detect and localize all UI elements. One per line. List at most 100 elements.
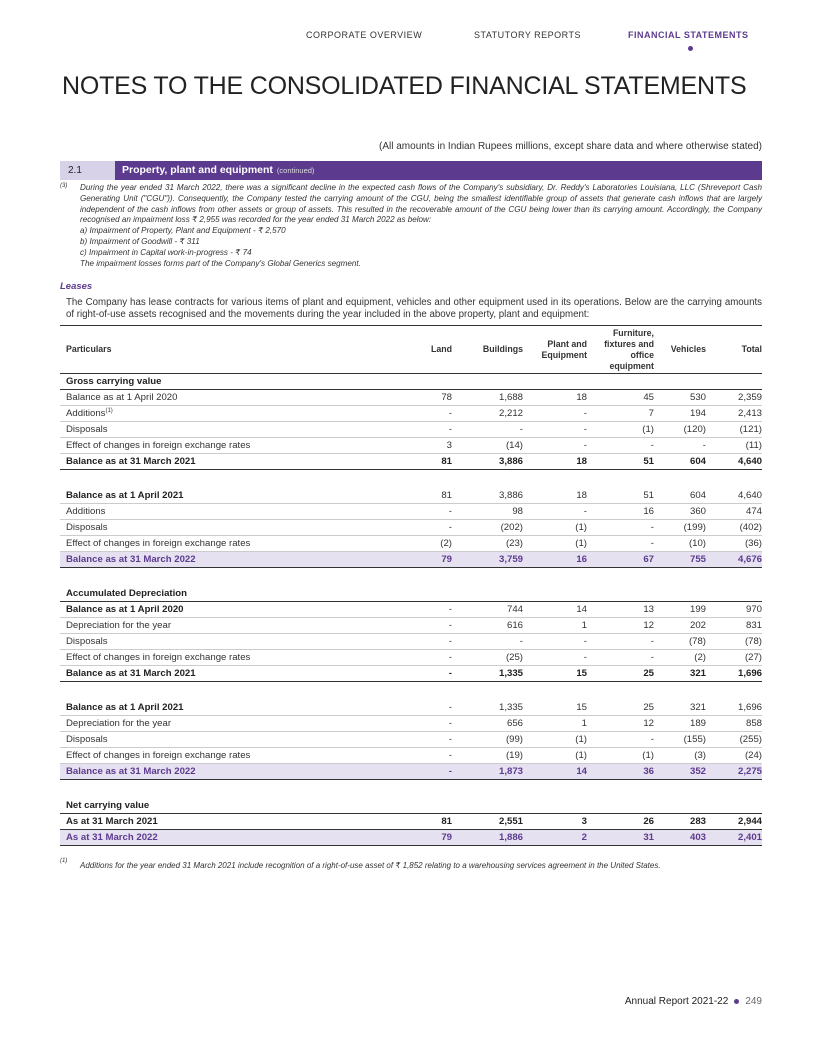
row-label-text: Additions bbox=[66, 506, 106, 517]
cell: 656 bbox=[452, 715, 523, 732]
cell: 98 bbox=[452, 503, 523, 520]
cell: - bbox=[400, 649, 452, 666]
cell: - bbox=[400, 700, 452, 716]
page-number: 249 bbox=[745, 996, 762, 1007]
cell: (10) bbox=[654, 535, 706, 552]
cell: 4,640 bbox=[706, 453, 762, 470]
cell: 18 bbox=[523, 488, 587, 504]
table-row: Depreciation for the year -656 1 12 189 858 bbox=[60, 715, 762, 732]
row-label: Disposals bbox=[60, 633, 400, 650]
cell: - bbox=[400, 617, 452, 634]
cell: 15 bbox=[523, 700, 587, 716]
cell: (1) bbox=[523, 519, 587, 536]
row-label: Balance as at 1 April 2021 bbox=[60, 700, 400, 716]
row-label: Disposals bbox=[60, 421, 400, 438]
table-row: Balance as at 1 April 2021 81 3,886 18 51 604… bbox=[60, 488, 762, 504]
table-row: Effect of changes in foreign exchange ra… bbox=[60, 437, 762, 454]
spacer-row bbox=[60, 470, 762, 489]
cell: 78 bbox=[400, 389, 452, 406]
footer-text: Annual Report 2021-22 bbox=[624, 996, 729, 1007]
cell: (1) bbox=[523, 747, 587, 764]
cell: (36) bbox=[706, 535, 762, 552]
nav-item[interactable]: CORPORATE OVERVIEW bbox=[306, 30, 423, 40]
row-label-text: Effect of changes in foreign exchange ra… bbox=[66, 440, 251, 451]
row-label: Additions(1) bbox=[60, 405, 400, 422]
cell: 744 bbox=[452, 601, 523, 618]
row-label-text: Balance as at 31 March 2021 bbox=[66, 456, 196, 467]
cell: (2) bbox=[400, 535, 452, 552]
row-label-text: Disposals bbox=[66, 522, 108, 533]
cell: 1,886 bbox=[452, 829, 523, 846]
cell: 2,212 bbox=[452, 405, 523, 422]
cell: (121) bbox=[706, 421, 762, 438]
cell: 1,873 bbox=[452, 763, 523, 780]
spacer bbox=[60, 780, 762, 799]
cell: 18 bbox=[523, 453, 587, 470]
cell: - bbox=[400, 519, 452, 536]
cell: (120) bbox=[654, 421, 706, 438]
cell: (402) bbox=[706, 519, 762, 536]
cell: 16 bbox=[587, 503, 654, 520]
cell: - bbox=[400, 405, 452, 422]
cell: 25 bbox=[587, 700, 654, 716]
leases-heading: Leases bbox=[60, 281, 93, 292]
cell: 360 bbox=[654, 503, 706, 520]
group-heading-row: Gross carrying value bbox=[60, 373, 762, 390]
cell: 51 bbox=[587, 453, 654, 470]
row-label-text: Balance as at 1 April 2021 bbox=[66, 702, 184, 713]
cell: - bbox=[587, 535, 654, 552]
row-label: As at 31 March 2022 bbox=[60, 829, 400, 846]
table-row: Balance as at 31 March 2021 81 3,886 18 51 60… bbox=[60, 453, 762, 470]
cell: 194 bbox=[654, 405, 706, 422]
table-row: As at 31 March 2021 81 2,551 3 26 283 2,944 bbox=[60, 813, 762, 830]
cell: 7 bbox=[587, 405, 654, 422]
cell: 14 bbox=[523, 601, 587, 618]
cell: - bbox=[400, 503, 452, 520]
cell: 12 bbox=[587, 617, 654, 634]
group-heading: Net carrying value bbox=[60, 798, 762, 814]
leases-text: The Company has lease contracts for vari… bbox=[66, 297, 762, 320]
cell: (78) bbox=[654, 633, 706, 650]
cell: - bbox=[400, 763, 452, 780]
cell: 1,688 bbox=[452, 389, 523, 406]
cell: (25) bbox=[452, 649, 523, 666]
cell: - bbox=[400, 715, 452, 732]
table-row: Additions(1) -2,212-7 194 2,413 bbox=[60, 405, 762, 422]
cell: 403 bbox=[654, 829, 706, 846]
table-row: Additions -98-16 360 474 bbox=[60, 503, 762, 520]
cell: (1) bbox=[523, 731, 587, 748]
cell: 831 bbox=[706, 617, 762, 634]
row-label-text: Disposals bbox=[66, 424, 108, 435]
nav-item[interactable]: STATUTORY REPORTS bbox=[474, 30, 582, 40]
cell: 45 bbox=[587, 389, 654, 406]
table-row: Effect of changes in foreign exchange ra… bbox=[60, 747, 762, 764]
nav-item[interactable]: FINANCIAL STATEMENTS bbox=[628, 30, 749, 40]
cell: 3,759 bbox=[452, 551, 523, 568]
cell: - bbox=[587, 649, 654, 666]
cell: (1) bbox=[587, 747, 654, 764]
cell: - bbox=[400, 747, 452, 764]
row-label-text: As at 31 March 2022 bbox=[66, 832, 158, 843]
cell: 755 bbox=[654, 551, 706, 568]
row-label: Balance as at 31 March 2021 bbox=[60, 453, 400, 470]
row-label: Effect of changes in foreign exchange ra… bbox=[60, 535, 400, 552]
cell: - bbox=[523, 437, 587, 454]
footnote-marker: (1) bbox=[60, 858, 68, 864]
cell: (202) bbox=[452, 519, 523, 536]
cell: 79 bbox=[400, 551, 452, 568]
table-row: Disposals - (202) (1) - (199) (402) bbox=[60, 519, 762, 536]
cell: (19) bbox=[452, 747, 523, 764]
cell: 199 bbox=[654, 601, 706, 618]
table-row: Effect of changes in foreign exchange ra… bbox=[60, 535, 762, 552]
cell: - bbox=[400, 665, 452, 682]
amounts-note: (All amounts in Indian Rupees millions, … bbox=[379, 141, 762, 152]
section-bar: 2.1 Property, plant and equipment (contin… bbox=[60, 161, 762, 180]
cell: 14 bbox=[523, 763, 587, 780]
section-number: 2.1 bbox=[60, 161, 115, 180]
footnote-item: a) Impairment of Property, Plant and Equ… bbox=[80, 226, 286, 236]
cell: 1,335 bbox=[452, 665, 523, 682]
cell: 18 bbox=[523, 389, 587, 406]
cell: (78) bbox=[706, 633, 762, 650]
table-row: Balance as at 31 March 2022 79 3,759 16 67 75… bbox=[60, 551, 762, 568]
